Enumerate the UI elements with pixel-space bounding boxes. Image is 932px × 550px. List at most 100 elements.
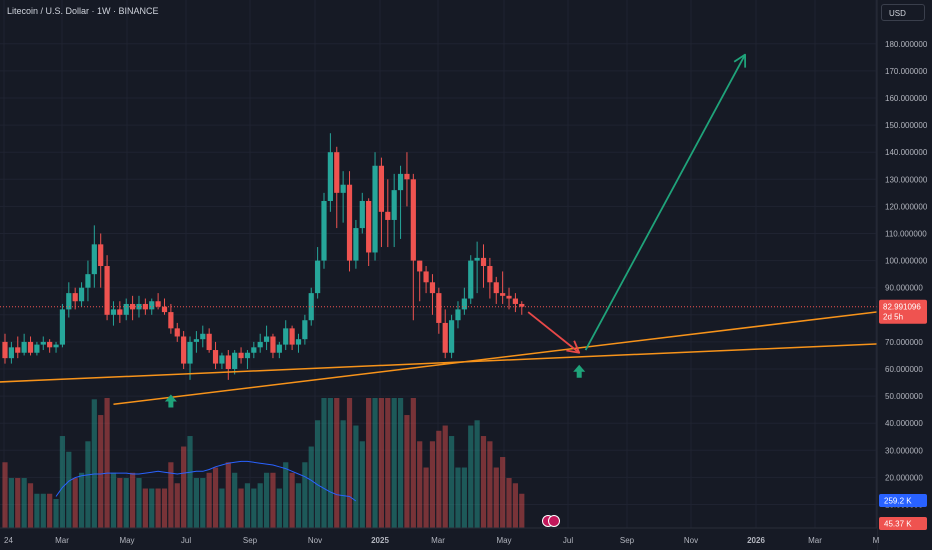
price-axis-background	[877, 0, 932, 550]
candle-body	[519, 303, 525, 307]
trendline	[113, 304, 932, 405]
candle-body	[59, 309, 66, 345]
candle	[123, 298, 129, 321]
candle	[21, 333, 27, 356]
candle	[506, 287, 512, 310]
volume-bar	[512, 483, 518, 528]
candle	[117, 301, 123, 323]
candle-body	[34, 344, 40, 353]
candle-body	[372, 165, 378, 253]
candle-body	[283, 328, 289, 345]
candle	[391, 173, 397, 248]
price-tick-label: 150.000000	[885, 121, 928, 130]
volume-bar	[334, 398, 340, 528]
candle	[346, 171, 353, 272]
candle	[219, 352, 225, 369]
candle	[442, 309, 448, 359]
candle	[104, 255, 110, 321]
candle-body	[117, 309, 123, 315]
candle	[161, 298, 168, 315]
volume-bar	[417, 441, 423, 528]
candle	[276, 341, 282, 359]
candle-body	[308, 293, 314, 321]
candle	[353, 219, 359, 269]
candle	[436, 287, 442, 334]
volume-last-badge	[879, 517, 927, 530]
volume-bar	[15, 478, 21, 528]
volume-bar	[8, 478, 14, 528]
time-tick-label: 2026	[747, 536, 765, 545]
candle	[47, 339, 53, 353]
volume-bar	[346, 398, 353, 528]
candle	[187, 336, 193, 380]
candle-body	[8, 347, 14, 359]
volume-bar	[66, 451, 72, 528]
candle	[410, 173, 416, 321]
candle-body	[263, 336, 270, 342]
candle-body	[289, 328, 295, 345]
volume-bar	[500, 457, 506, 528]
volume-bar	[238, 488, 244, 528]
currency-button[interactable]: USD	[881, 4, 925, 21]
candle	[200, 325, 206, 348]
candle-body	[359, 200, 365, 229]
countdown-label: 2d 5h	[883, 313, 903, 322]
candle	[251, 341, 257, 359]
candle	[327, 133, 333, 212]
volume-bar	[47, 493, 53, 528]
volume-bar	[302, 462, 308, 528]
trendline	[0, 340, 932, 383]
candle-body	[385, 211, 391, 220]
volume-ma-badge	[879, 494, 927, 507]
volume-bar	[397, 398, 404, 528]
candle	[91, 225, 97, 288]
candle-body	[321, 200, 327, 261]
time-tick-label: May	[119, 536, 134, 545]
grid-lines	[0, 0, 877, 528]
volume-bar	[225, 462, 231, 528]
drop-arrow-shaft	[527, 311, 580, 354]
candle-body	[251, 347, 257, 353]
candle-body	[436, 293, 442, 323]
candle	[283, 320, 289, 351]
volume-bar	[321, 398, 327, 528]
volume-bar	[404, 415, 410, 528]
symbol-title: Litecoin / U.S. Dollar · 1W · BINANCE	[7, 6, 159, 16]
candle	[359, 192, 365, 234]
candle-body	[270, 336, 276, 353]
candle	[168, 303, 174, 334]
candle-body	[276, 344, 282, 353]
candle-body	[302, 320, 308, 340]
volume-bar	[53, 499, 59, 528]
candle-body	[78, 287, 85, 302]
up-arrow-marker-icon	[164, 394, 177, 408]
candle-body	[295, 339, 302, 345]
volume-bar	[506, 478, 512, 528]
candle	[385, 179, 391, 248]
candle-body	[72, 293, 78, 302]
candle-body	[206, 333, 212, 351]
time-tick-label: May	[496, 536, 511, 545]
candle	[302, 314, 308, 345]
candle	[212, 341, 219, 369]
candle	[315, 247, 321, 299]
volume-bar	[429, 441, 436, 528]
candle	[155, 293, 161, 310]
candle	[238, 347, 244, 364]
candle-body	[493, 282, 499, 294]
price-tick-label: 100.000000	[885, 257, 928, 266]
candle	[429, 274, 436, 315]
volume-bar	[340, 420, 346, 528]
candle	[193, 331, 199, 353]
price-tick-label: 20.000000	[885, 473, 923, 482]
candle-body	[257, 341, 263, 348]
candle-body	[340, 184, 346, 193]
candle-body	[487, 266, 493, 283]
candle	[225, 350, 231, 380]
candle	[308, 287, 314, 326]
candle-body	[404, 173, 410, 180]
candle-body	[149, 301, 155, 310]
volume-bar	[263, 472, 270, 528]
volume-bars	[2, 398, 525, 528]
